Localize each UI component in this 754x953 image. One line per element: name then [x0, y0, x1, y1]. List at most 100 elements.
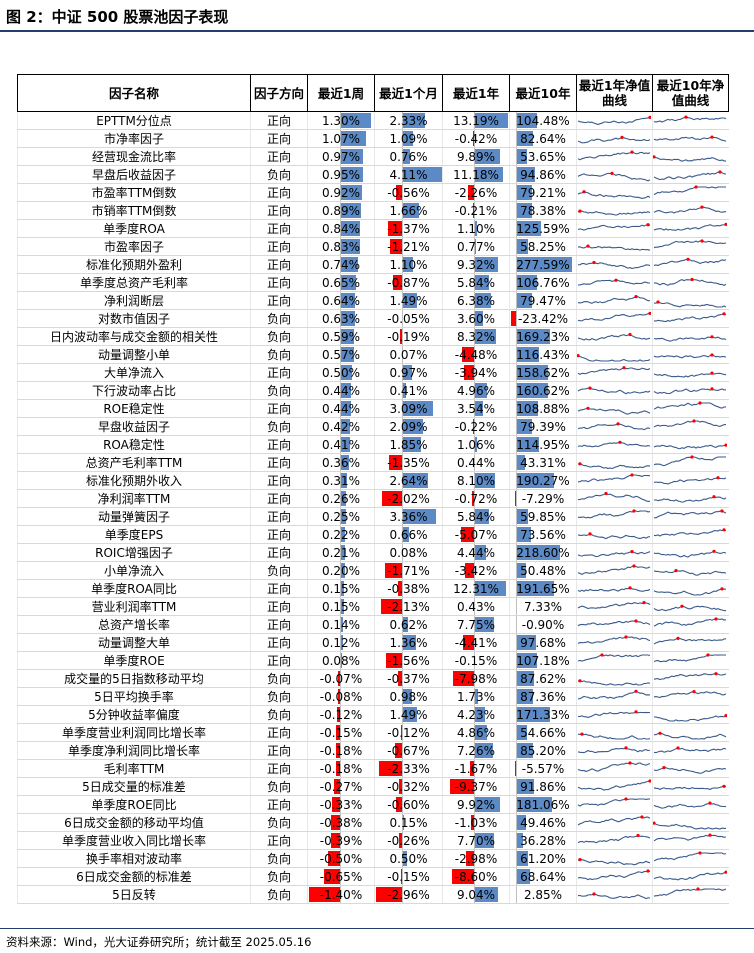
data-bar — [378, 761, 402, 776]
return-value: 0.44% — [456, 455, 496, 470]
spark-1y-curve — [577, 421, 651, 430]
data-bar — [324, 869, 340, 884]
return-value: 3.54% — [456, 401, 496, 416]
header-direction: 因子方向 — [250, 74, 308, 112]
factor-direction: 负向 — [250, 777, 308, 796]
data-bar — [402, 293, 417, 308]
bar-axis — [402, 616, 403, 633]
bar-axis — [474, 238, 475, 255]
data-bar — [516, 833, 524, 848]
spark-1y-cell — [576, 849, 653, 868]
data-bar — [340, 401, 351, 416]
return-cell-w: 1.07% — [307, 129, 375, 148]
return-value: 0.98% — [389, 689, 428, 704]
bar-axis — [402, 184, 403, 201]
spark-1y-cell — [576, 561, 653, 580]
return-cell-y10: 158.62% — [509, 363, 577, 382]
bar-axis — [516, 400, 517, 417]
data-bar — [389, 239, 402, 254]
curve-line — [653, 455, 726, 466]
factor-name: 单季度总资产毛利率 — [17, 273, 251, 292]
spark-1y-cell — [576, 147, 653, 166]
data-bar — [402, 473, 429, 488]
return-value: 7.33% — [523, 599, 563, 614]
return-cell-y10: 190.27% — [509, 471, 577, 490]
return-cell-w: 0.64% — [307, 291, 375, 310]
return-cell-y: -0.72% — [442, 489, 510, 508]
factor-name: 单季度ROA同比 — [17, 579, 251, 598]
curve-marker — [578, 461, 582, 465]
bar-axis — [402, 166, 403, 183]
curve-line — [653, 185, 726, 195]
spark-10y-curve — [653, 713, 727, 722]
return-value: 2.85% — [523, 887, 563, 902]
spark-10y-curve — [653, 257, 727, 266]
return-value: 190.27% — [516, 473, 570, 488]
return-value: 4.23% — [456, 707, 496, 722]
factor-direction: 负向 — [250, 165, 308, 184]
spark-1y-curve — [577, 386, 651, 394]
spark-10y-cell — [652, 255, 729, 274]
return-cell-m: 1.10% — [374, 255, 443, 274]
bar-axis — [340, 436, 341, 453]
return-value: 0.14% — [321, 617, 361, 632]
curve-line — [577, 190, 651, 199]
curve-marker — [616, 421, 620, 425]
curve-marker — [588, 531, 592, 535]
spark-1y-cell — [576, 633, 653, 652]
spark-10y-cell — [652, 777, 729, 796]
bar-axis — [474, 706, 475, 723]
curve-marker — [708, 833, 712, 837]
bar-axis — [340, 130, 341, 147]
curve-marker — [662, 765, 666, 769]
spark-1y-curve — [577, 209, 651, 216]
data-bar — [402, 617, 409, 632]
spark-1y-curve — [577, 353, 651, 362]
data-bar — [449, 779, 474, 794]
bar-axis — [474, 202, 475, 219]
data-bar — [468, 185, 474, 200]
bar-axis — [516, 778, 517, 795]
return-cell-y10: 106.76% — [509, 273, 577, 292]
bar-axis — [402, 796, 403, 813]
spark-1y-cell — [576, 687, 653, 706]
top-rule — [0, 30, 754, 32]
curve-marker — [676, 745, 680, 750]
table-row: 净利润率TTM 正向 0.26% -2.02% -0.72% -7.29% — [17, 489, 729, 508]
data-bar — [340, 203, 362, 218]
data-bar — [469, 761, 474, 776]
bar-axis — [340, 184, 341, 201]
bar-axis — [474, 688, 475, 705]
bar-axis — [402, 238, 403, 255]
curve-marker — [622, 365, 626, 369]
data-bar — [340, 491, 347, 506]
spark-10y-cell — [652, 561, 729, 580]
return-value: 0.41% — [321, 437, 361, 452]
return-value: -0.56% — [387, 185, 430, 200]
data-bar — [388, 221, 402, 236]
data-bar — [474, 239, 476, 254]
factor-direction: 正向 — [250, 111, 308, 130]
table-row: 总资产增长率 正向 0.14% 0.62% 7.75% -0.90% — [17, 615, 729, 634]
curve-line — [577, 312, 651, 321]
return-cell-y10: 116.43% — [509, 345, 577, 364]
bar-axis — [474, 310, 475, 327]
curve-line — [653, 690, 727, 698]
return-cell-y: 0.43% — [442, 597, 510, 616]
return-value: 13.19% — [453, 113, 499, 128]
return-cell-w: -0.18% — [307, 741, 375, 760]
return-cell-y: 6.38% — [442, 291, 510, 310]
data-bar — [340, 167, 363, 182]
return-cell-w: 0.20% — [307, 561, 375, 580]
bar-axis — [402, 112, 403, 129]
curve-line — [653, 851, 727, 861]
spark-10y-curve — [653, 850, 727, 861]
data-bar — [465, 563, 474, 578]
return-value: 1.10% — [389, 257, 428, 272]
return-cell-y10: 277.59% — [509, 255, 577, 274]
data-bar — [474, 545, 486, 560]
return-value: -4.41% — [454, 635, 498, 650]
spark-10y-curve — [653, 400, 727, 410]
return-cell-y10: 58.25% — [509, 237, 577, 256]
bar-axis — [402, 400, 403, 417]
